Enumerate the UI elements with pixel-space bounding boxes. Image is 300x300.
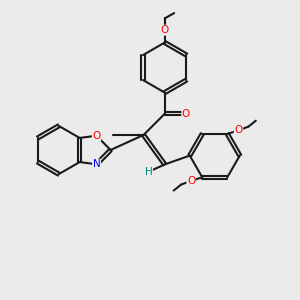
Text: O: O xyxy=(92,131,101,141)
Text: O: O xyxy=(234,125,243,135)
Text: H: H xyxy=(145,167,152,177)
Text: N: N xyxy=(93,159,101,169)
Text: O: O xyxy=(182,109,190,119)
Text: O: O xyxy=(187,176,195,186)
Text: O: O xyxy=(160,25,169,35)
